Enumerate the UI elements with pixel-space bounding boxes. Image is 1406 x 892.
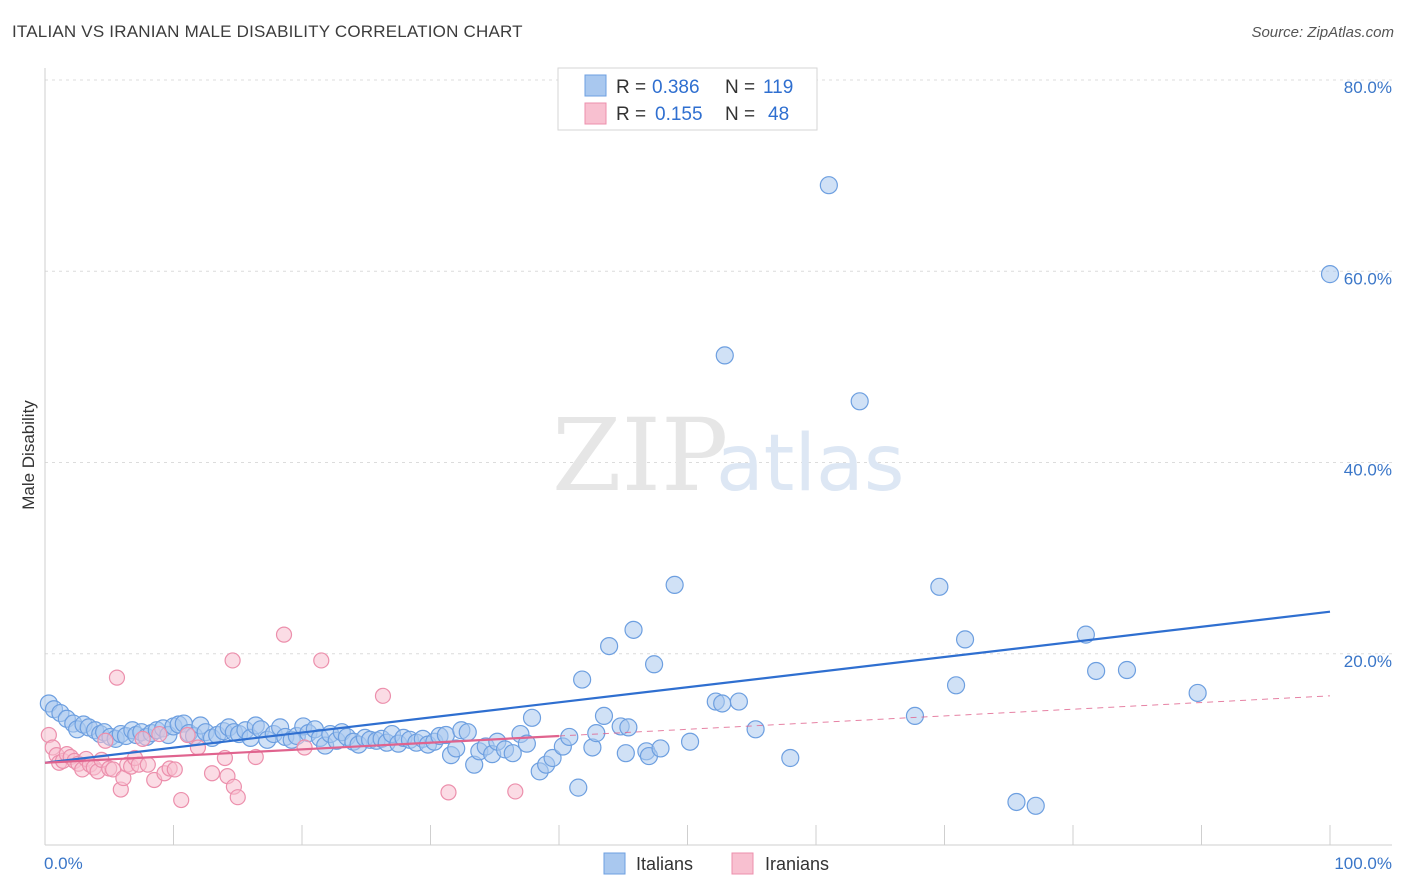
bottom-legend: Italians Iranians <box>603 852 829 875</box>
point-italians <box>517 734 536 753</box>
legend-r-label: R = <box>616 77 646 98</box>
point-iranians <box>97 732 114 749</box>
point-italians <box>573 670 592 689</box>
point-italians <box>1117 660 1137 680</box>
data-points <box>39 176 1340 815</box>
point-italians <box>616 744 635 763</box>
legend-swatch-italians <box>584 74 607 97</box>
point-italians <box>624 620 643 639</box>
bottom-legend-swatch-italians <box>603 852 626 875</box>
trend-line-italians <box>44 610 1331 764</box>
point-italians <box>600 636 619 656</box>
point-iranians <box>139 756 156 773</box>
bottom-legend-swatch-iranians <box>731 852 754 875</box>
x-tick-label: 0.0% <box>44 854 83 873</box>
point-italians <box>503 744 522 763</box>
point-italians <box>850 392 869 411</box>
point-iranians <box>105 761 122 778</box>
legend-r-label: R = <box>616 104 646 125</box>
legend-n-label: N = <box>725 77 755 98</box>
point-italians <box>680 732 700 751</box>
y-tick-label: 40.0% <box>1344 461 1392 480</box>
point-italians <box>905 706 925 726</box>
point-italians <box>447 739 466 758</box>
legend-n-value-iranians: 48 <box>768 104 789 125</box>
point-iranians <box>229 789 246 806</box>
y-tick-label: 80.0% <box>1344 78 1392 97</box>
legend-r-value-iranians: 0.155 <box>655 104 703 125</box>
point-italians <box>955 630 975 649</box>
y-axis-title: Male Disability <box>19 400 38 510</box>
point-iranians <box>151 725 168 743</box>
point-italians <box>781 748 800 768</box>
y-tick-label: 60.0% <box>1344 269 1392 288</box>
point-italians <box>458 723 477 742</box>
point-iranians <box>440 784 457 801</box>
legend-swatch-iranians <box>584 102 607 125</box>
point-iranians <box>173 791 190 809</box>
point-italians <box>665 575 684 595</box>
point-italians <box>651 739 670 758</box>
trend-line-extension-iranians <box>558 695 1331 737</box>
watermark-atlas: atlas <box>716 419 905 509</box>
point-iranians <box>224 652 241 669</box>
point-iranians <box>296 739 313 756</box>
point-italians <box>543 748 562 768</box>
point-italians <box>619 718 638 737</box>
legend: R = 0.386 N = 119 R = 0.155 N = 48 <box>557 67 818 131</box>
point-italians <box>644 655 664 674</box>
point-italians <box>587 724 606 743</box>
legend-n-value-italians: 119 <box>763 77 793 98</box>
point-iranians <box>247 748 264 766</box>
point-italians <box>569 778 588 797</box>
point-iranians <box>108 669 126 686</box>
point-italians <box>729 692 749 711</box>
bottom-legend-label-iranians: Iranians <box>765 854 829 874</box>
point-italians <box>1026 796 1045 815</box>
point-iranians <box>179 726 196 744</box>
point-iranians <box>507 783 524 800</box>
point-iranians <box>374 687 392 704</box>
point-italians <box>930 577 949 596</box>
point-italians <box>746 720 765 739</box>
point-italians <box>1188 683 1207 703</box>
point-iranians <box>203 765 221 782</box>
source-label: Source: ZipAtlas.com <box>1251 24 1394 41</box>
legend-r-value-italians: 0.386 <box>652 77 700 98</box>
tick-labels: 20.0% 40.0% 60.0% 80.0% 0.0% 100.0% <box>44 78 1392 873</box>
x-tick-label: 100.0% <box>1334 854 1392 873</box>
chart-title: ITALIAN VS IRANIAN MALE DISABILITY CORRE… <box>12 22 523 41</box>
point-italians <box>819 176 838 195</box>
point-italians <box>594 706 614 726</box>
point-italians <box>715 346 734 365</box>
axes <box>44 68 1392 846</box>
bottom-legend-label-italians: Italians <box>636 854 693 874</box>
point-iranians <box>313 652 330 669</box>
grid-lines <box>45 79 1392 655</box>
point-iranians <box>134 730 151 747</box>
watermark-zip: ZIP <box>552 397 728 514</box>
trend-lines <box>44 610 1331 764</box>
point-italians <box>1007 792 1026 812</box>
point-italians <box>713 694 732 713</box>
point-italians <box>1087 661 1106 681</box>
point-iranians <box>275 626 293 643</box>
point-iranians <box>166 761 183 778</box>
point-italians <box>1320 265 1340 284</box>
point-italians <box>522 708 542 727</box>
point-iranians <box>189 739 207 756</box>
point-italians <box>560 727 579 747</box>
trend-line-iranians <box>44 734 560 764</box>
y-tick-label: 20.0% <box>1344 652 1392 671</box>
legend-n-label: N = <box>725 104 755 125</box>
point-italians <box>946 676 966 695</box>
